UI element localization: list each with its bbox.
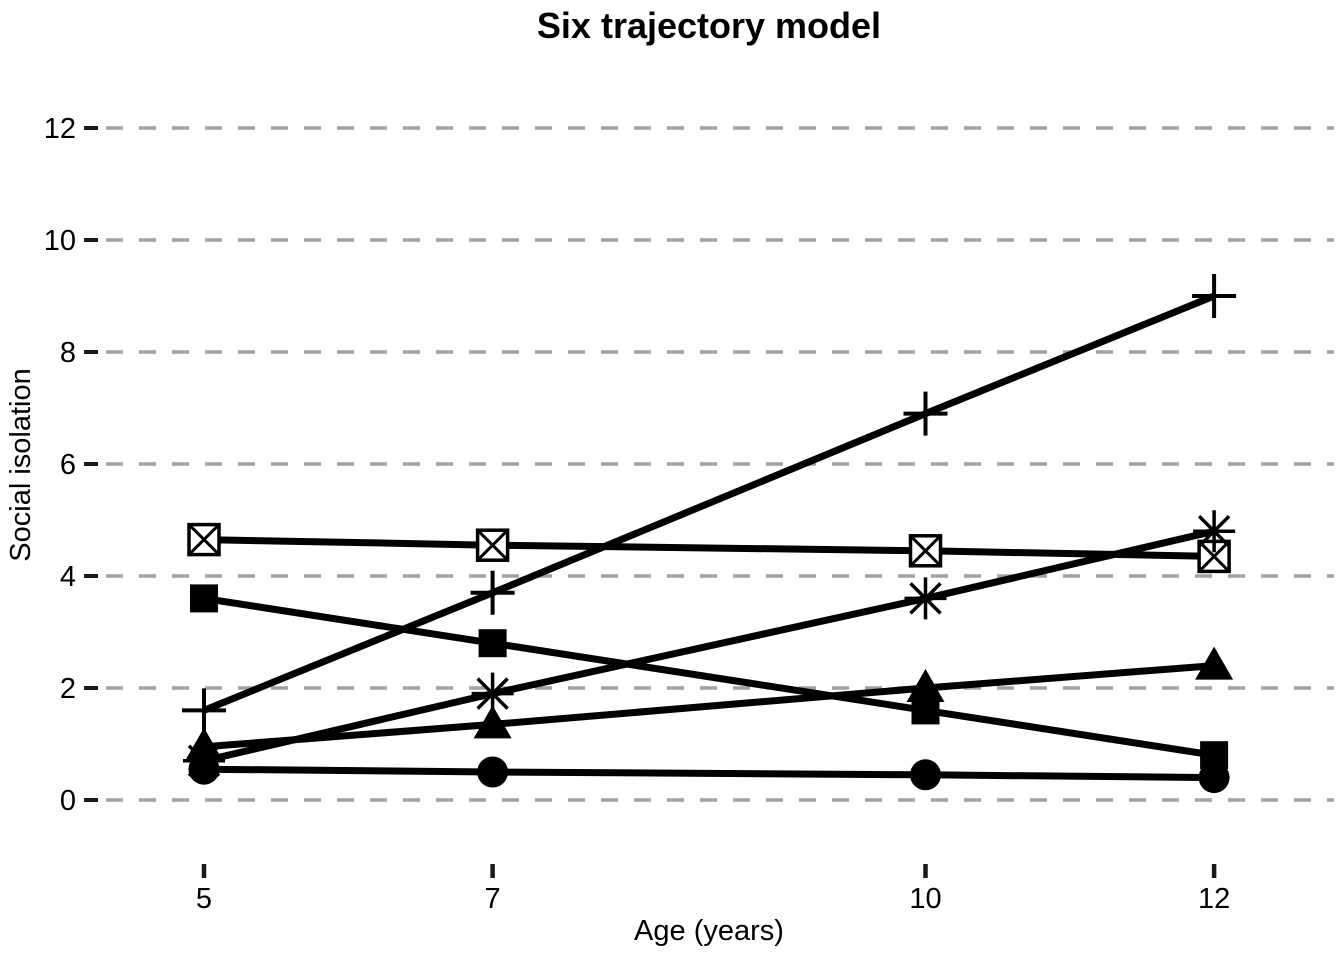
x-tick-label: 5 <box>196 883 212 915</box>
triangle-marker <box>473 705 512 739</box>
y-tick-label: 12 <box>44 113 76 145</box>
series-line-filled-square <box>203 594 1215 759</box>
square-x-marker <box>187 522 221 557</box>
filled-square-marker <box>190 584 218 613</box>
triangle-marker <box>185 727 223 761</box>
asterisk-marker <box>904 577 947 620</box>
circle-marker <box>188 753 220 785</box>
series-markers-layer <box>182 274 1237 794</box>
x-axis-label: Age (years) <box>634 915 784 947</box>
y-tick-label: 0 <box>60 785 76 817</box>
x-tick-label: 10 <box>909 883 941 915</box>
axis-ticks-layer: 0 2 4 6 8 10 12 5 7 10 12 <box>44 113 1230 915</box>
triangle-marker <box>1195 646 1234 680</box>
y-axis-label: Social isolation <box>5 368 37 561</box>
y-tick-label: 4 <box>60 561 76 593</box>
y-tick-label: 10 <box>44 225 76 257</box>
plus-marker <box>470 570 515 615</box>
x-tick-label: 12 <box>1198 883 1230 915</box>
series-line-filled-circle <box>203 765 1215 782</box>
circle-marker <box>477 756 509 788</box>
asterisk-marker <box>471 672 514 715</box>
y-tick-label: 2 <box>60 673 76 705</box>
triangle-marker <box>906 669 945 702</box>
asterisk-marker <box>1193 510 1236 553</box>
series-line-square-x <box>203 536 1215 560</box>
square-x-marker <box>475 528 510 562</box>
y-tick-label: 8 <box>60 337 76 369</box>
series-line-plus <box>202 292 1216 714</box>
filled-square-marker <box>478 629 507 658</box>
chart-title: Six trajectory model <box>537 5 881 46</box>
gridlines-layer <box>106 126 1334 802</box>
series-line-filled-triangle <box>203 662 1215 751</box>
plus-marker <box>903 391 948 436</box>
x-tick-label: 7 <box>485 883 501 915</box>
series-lines-layer <box>202 292 1216 782</box>
circle-marker <box>1198 762 1230 794</box>
plus-marker <box>182 688 226 733</box>
series-line-asterisk <box>203 527 1215 765</box>
plus-marker <box>1192 274 1237 318</box>
square-x-marker <box>908 534 943 568</box>
circle-marker <box>910 759 941 791</box>
y-tick-label: 6 <box>60 449 76 481</box>
